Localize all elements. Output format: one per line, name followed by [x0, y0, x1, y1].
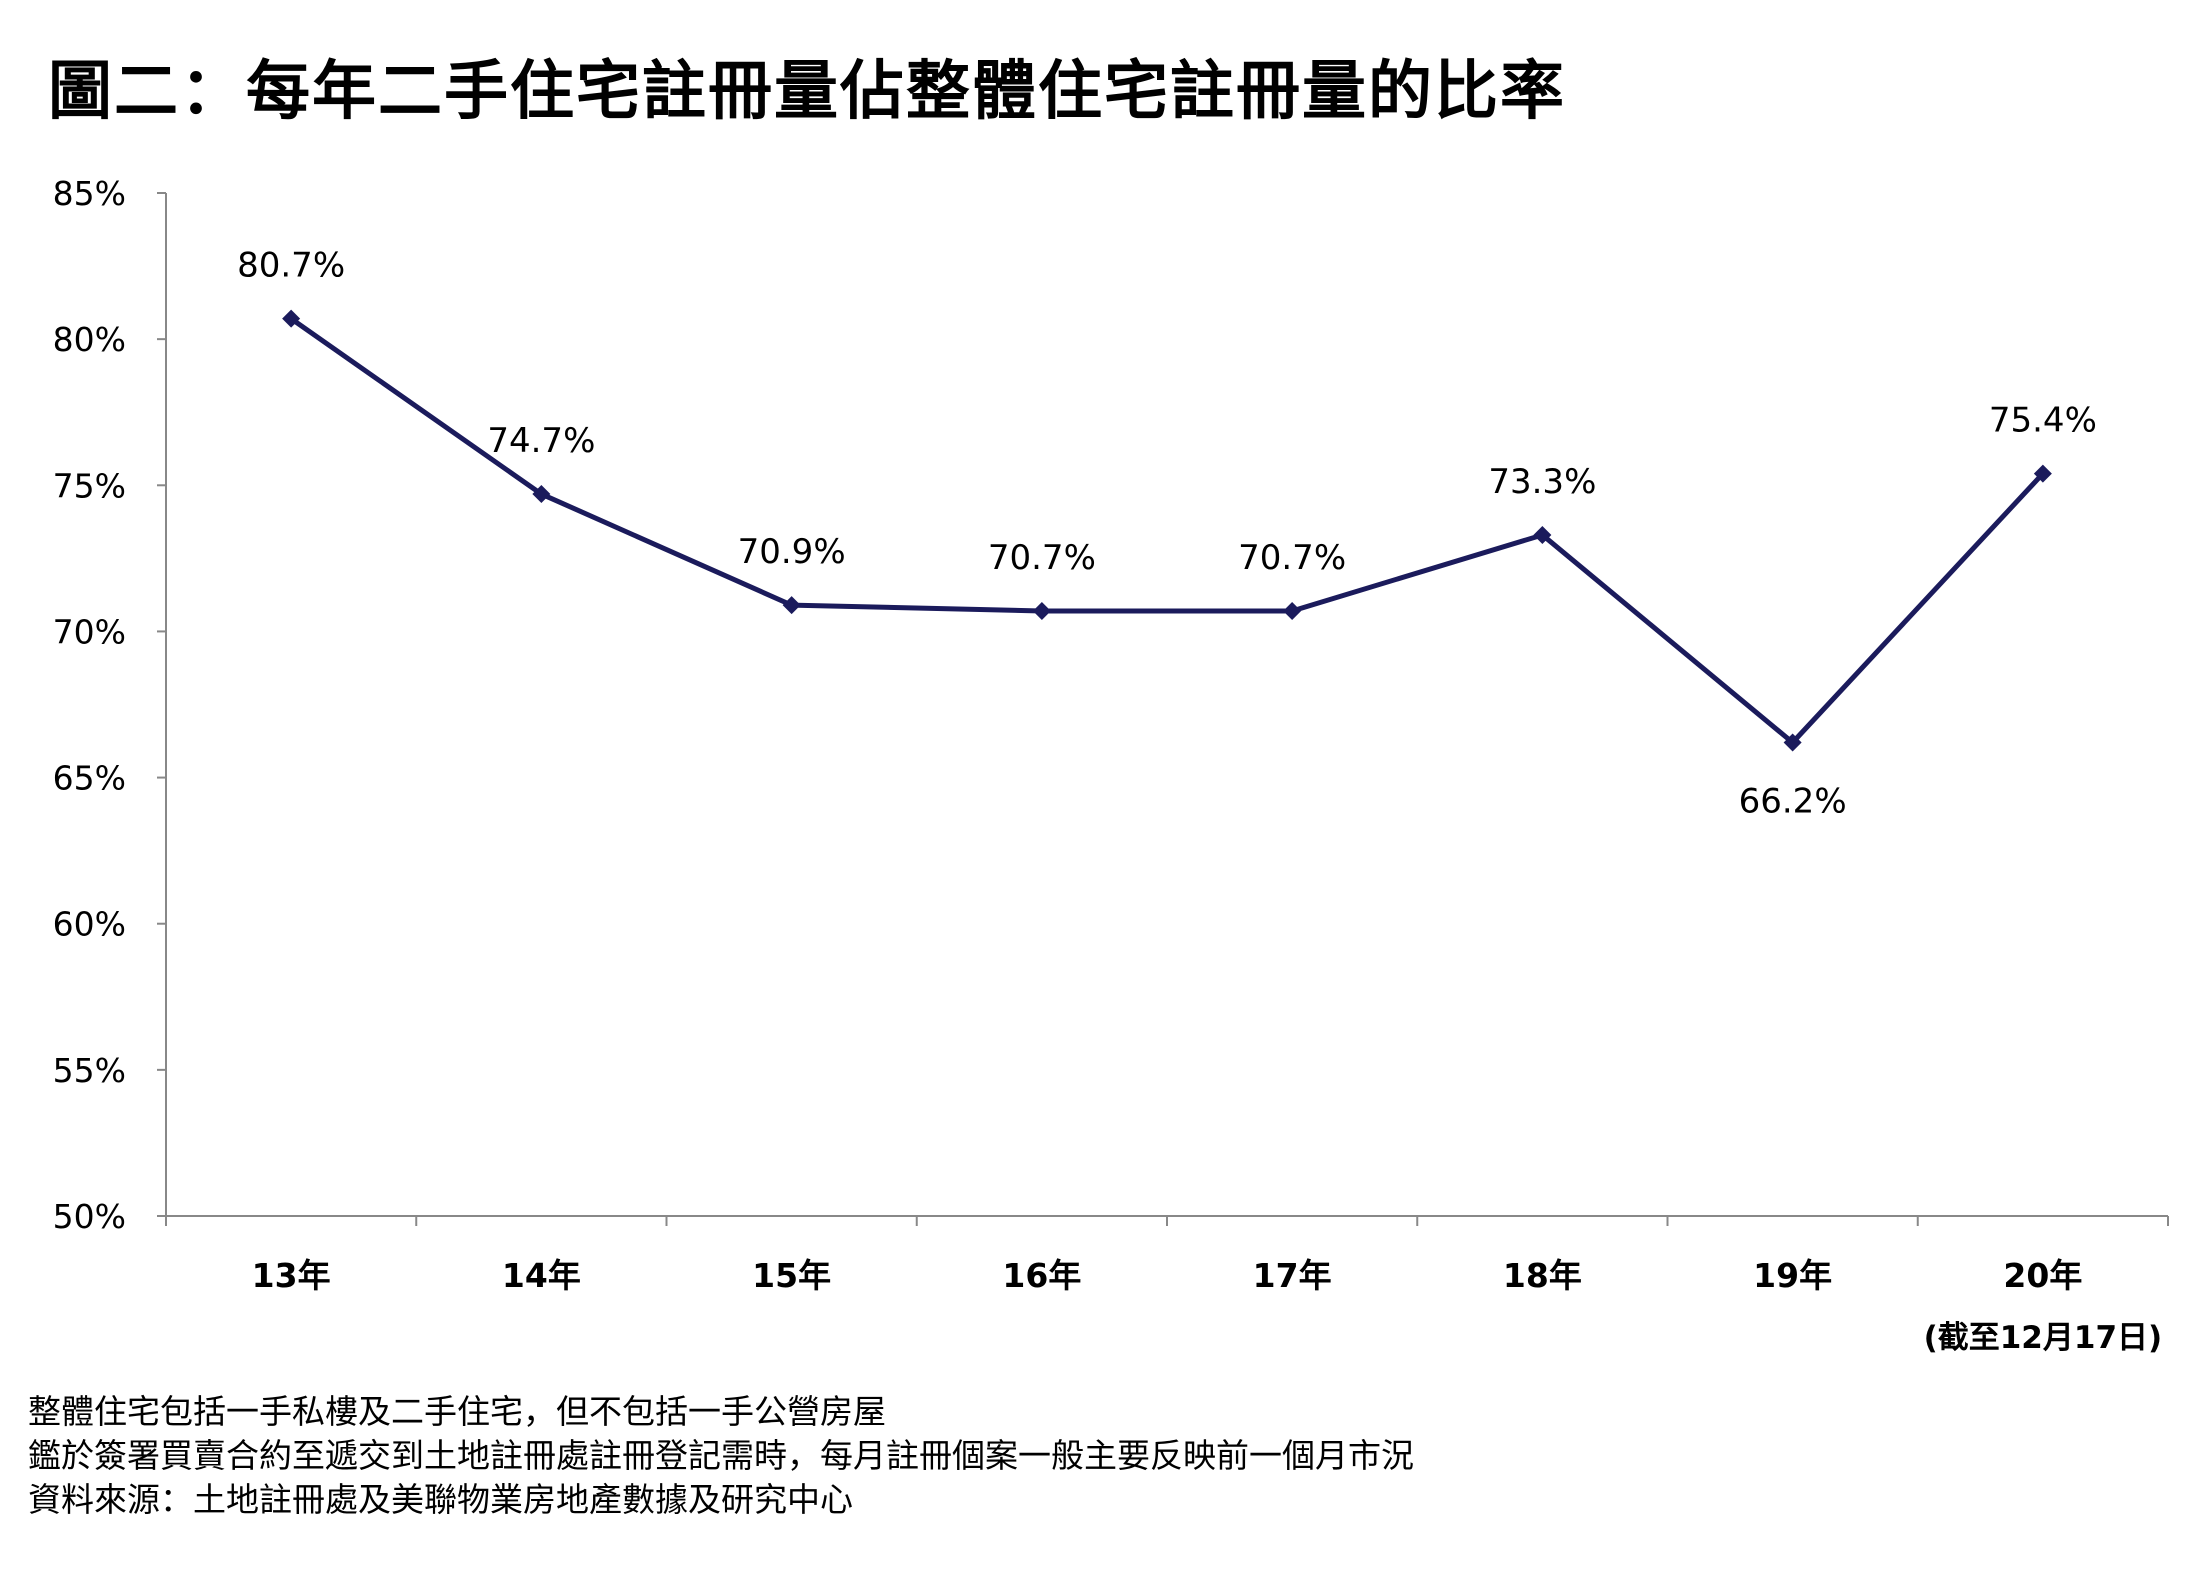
x-tick-label: 18年 — [1503, 1256, 1582, 1295]
data-point — [1783, 733, 1802, 752]
x-tick-label: 13年 — [252, 1256, 331, 1295]
data-label: 80.7% — [237, 246, 345, 286]
data-label: 74.7% — [487, 421, 595, 461]
series-line — [289, 316, 2045, 745]
footnotes: 整體住宅包括一手私樓及二手住宅，但不包括一手公營房屋 鑑於簽署買賣合約至遞交到土… — [28, 1390, 1414, 1522]
data-point — [1032, 601, 1051, 620]
footnote-2: 鑑於簽署買賣合約至遞交到土地註冊處註冊登記需時，每月註冊個案一般主要反映前一個月… — [28, 1436, 1414, 1475]
data-point — [1533, 525, 1552, 544]
data-point — [2033, 464, 2052, 483]
data-point — [1283, 601, 1302, 620]
x-tick-label: 15年 — [752, 1256, 831, 1295]
data-label: 70.7% — [1238, 538, 1346, 578]
data-label: 66.2% — [1739, 781, 1847, 821]
data-label: 75.4% — [1989, 401, 2097, 441]
chart-title: 圖二：每年二手住宅註冊量佔整體住宅註冊量的比率 — [48, 55, 1566, 129]
x-tick-label: 14年 — [502, 1256, 581, 1295]
data-point — [282, 309, 301, 328]
footnote-3: 資料來源：土地註冊處及美聯物業房地產數據及研究中心 — [28, 1480, 853, 1519]
y-tick-label: 55% — [53, 1051, 126, 1090]
data-point — [532, 485, 551, 504]
y-tick-label: 75% — [53, 466, 126, 505]
x-tick-label: 16年 — [1002, 1256, 1081, 1295]
y-tick-label: 70% — [53, 612, 126, 651]
data-label: 70.9% — [738, 532, 846, 572]
category-note-20: (截至12月17日) — [1923, 1320, 2163, 1356]
data-point — [782, 596, 801, 615]
y-tick-label: 50% — [53, 1197, 126, 1236]
y-tick-label: 85% — [53, 174, 126, 213]
x-tick-label: 17年 — [1253, 1256, 1332, 1295]
footnote-1: 整體住宅包括一手私樓及二手住宅，但不包括一手公營房屋 — [28, 1392, 886, 1431]
y-tick-label: 60% — [53, 905, 126, 944]
y-tick-label: 65% — [53, 759, 126, 798]
data-label: 70.7% — [988, 538, 1096, 578]
data-label: 73.3% — [1488, 462, 1596, 502]
y-tick-label: 80% — [53, 320, 126, 359]
x-tick-label: 19年 — [1753, 1256, 1832, 1295]
x-tick-label: 20年 — [2003, 1256, 2082, 1295]
